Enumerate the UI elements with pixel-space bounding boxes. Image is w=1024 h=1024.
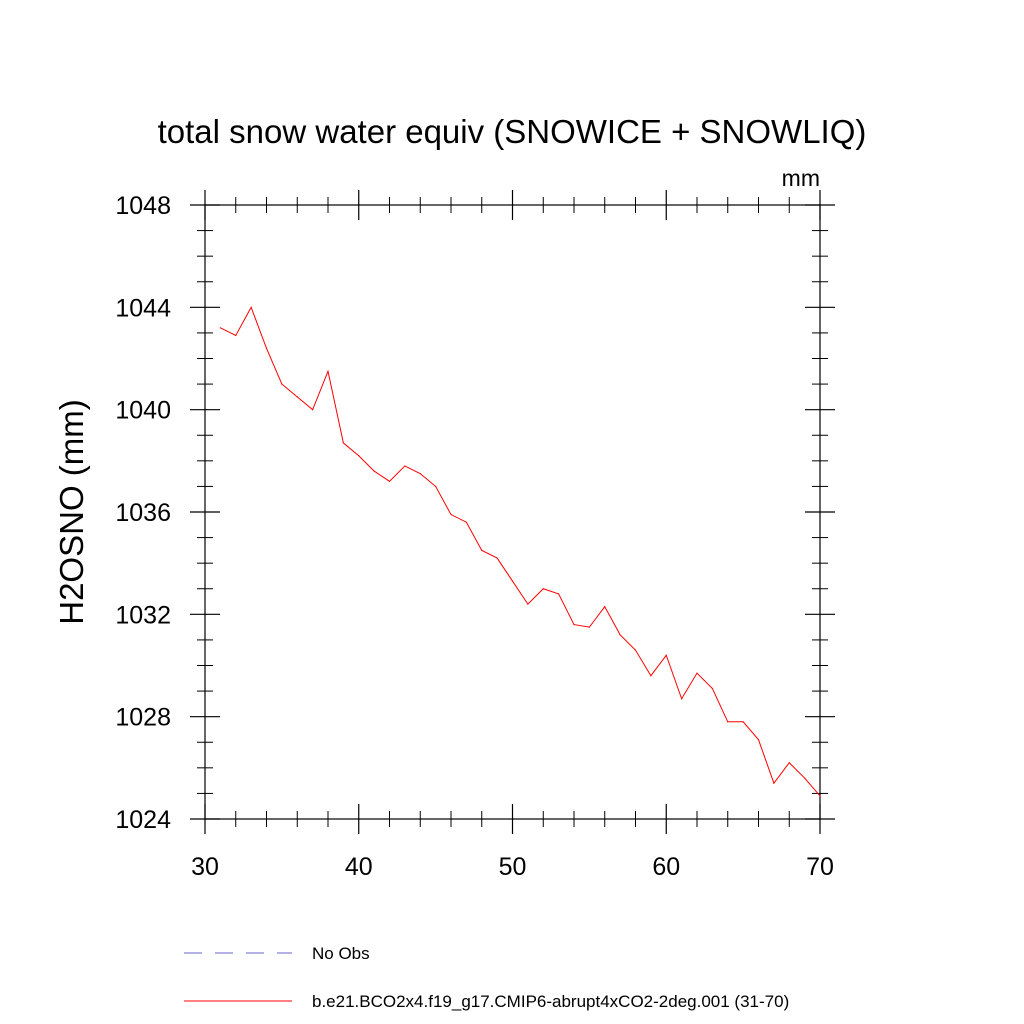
data-point (265, 347, 268, 349)
plot-frame (204, 204, 821, 820)
y-tick-label: 1036 (115, 499, 171, 527)
legend-label-no-obs: No Obs (312, 944, 370, 963)
data-point (696, 672, 698, 674)
chart-title: total snow water equiv (SNOWICE + SNOWLI… (158, 113, 867, 150)
data-point (757, 739, 760, 741)
y-tick-label: 1044 (115, 294, 171, 322)
data-point (404, 465, 406, 467)
data-point (650, 675, 652, 677)
data-point (619, 634, 621, 636)
y-axis-label: H2OSNO (mm) (53, 399, 90, 625)
y-tick-label: 1040 (115, 397, 171, 425)
data-point (312, 409, 314, 411)
major-ticks (190, 190, 835, 834)
data-point (235, 334, 237, 337)
x-tick-label: 30 (191, 853, 219, 881)
data-point (388, 480, 391, 482)
data-point (465, 521, 467, 523)
data-point (219, 327, 221, 329)
data-point (496, 557, 498, 559)
y-tick-label: 1024 (115, 806, 171, 834)
data-point (558, 593, 560, 595)
data-point (296, 396, 298, 398)
data-point (342, 442, 344, 444)
data-point (634, 649, 637, 651)
data-point (665, 654, 667, 656)
y-tick-labels: 1024 1028 1032 1036 1040 1044 1048 (115, 192, 171, 834)
units-label: mm (782, 165, 820, 191)
data-point (281, 383, 283, 385)
data-point (435, 485, 437, 488)
data-point (573, 623, 575, 626)
data-point (604, 606, 606, 608)
data-point (358, 455, 360, 457)
data-point (588, 626, 590, 628)
series-line-0 (220, 306, 821, 797)
data-point (773, 782, 775, 784)
x-tick-label: 40 (345, 853, 373, 881)
data-point (450, 513, 452, 516)
x-tick-label: 60 (652, 853, 680, 881)
data-point (419, 473, 421, 475)
data-point (481, 549, 483, 551)
y-tick-label: 1032 (115, 601, 171, 629)
data-point (819, 795, 821, 797)
data-point (742, 721, 744, 723)
data-point (511, 580, 514, 582)
x-tick-labels: 30 40 50 60 70 (191, 853, 834, 881)
data-point (542, 588, 544, 590)
data-point (250, 306, 252, 308)
data-point (804, 777, 806, 779)
data-point (527, 603, 529, 605)
x-tick-label: 50 (499, 853, 527, 881)
data-point (327, 370, 329, 372)
x-tick-label: 70 (806, 853, 834, 881)
data-point (681, 698, 683, 700)
y-tick-label: 1028 (115, 704, 171, 732)
data-point (727, 721, 729, 723)
data-point (788, 762, 790, 764)
legend-label-model-run: b.e21.BCO2x4.f19_g17.CMIP6-abrupt4xCO2-2… (312, 992, 789, 1011)
minor-ticks (197, 197, 828, 827)
series-layer (219, 306, 821, 797)
legend: No Obs b.e21.BCO2x4.f19_g17.CMIP6-abrupt… (184, 944, 789, 1011)
data-point (711, 687, 713, 690)
data-point (373, 470, 375, 472)
y-tick-label: 1048 (115, 192, 171, 220)
